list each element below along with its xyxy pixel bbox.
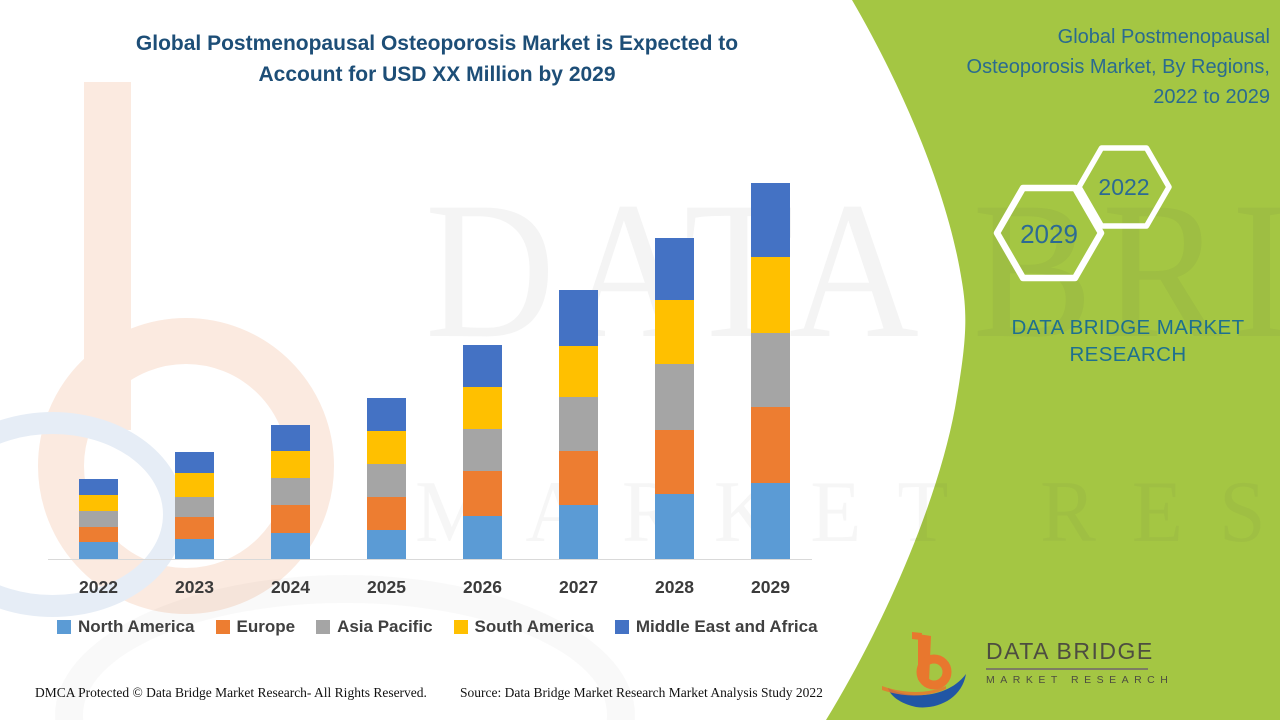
logo-title: DATA BRIDGE [986, 638, 1154, 664]
segment-south-america [175, 473, 214, 497]
segment-middle-east-and-africa [79, 479, 118, 495]
legend-label: Middle East and Africa [635, 617, 818, 636]
segment-europe [463, 471, 502, 516]
panel-title: Global Postmenopausal Osteoporosis Marke… [966, 26, 1270, 108]
stacked-bar-2023 [175, 452, 214, 559]
segment-asia-pacific [559, 397, 598, 451]
dmca-notice: DMCA Protected © Data Bridge Market Rese… [35, 685, 427, 700]
segment-south-america [271, 451, 310, 478]
stacked-bar-2028 [655, 238, 694, 559]
x-axis-label-2025: 2025 [367, 577, 406, 597]
segment-asia-pacific [655, 364, 694, 430]
legend-item-europe: Europe [215, 617, 296, 637]
segment-north-america [655, 494, 694, 559]
segment-south-america [367, 431, 406, 464]
segment-europe [175, 517, 214, 539]
segment-middle-east-and-africa [463, 345, 502, 387]
watermark-text-line2: MARKET RESEARCH [415, 464, 1280, 561]
segment-middle-east-and-africa [559, 290, 598, 346]
x-axis-label-2024: 2024 [271, 577, 310, 597]
segment-north-america [271, 533, 310, 559]
stacked-bar-2027 [559, 290, 598, 559]
x-axis-label-2027: 2027 [559, 577, 598, 597]
stacked-bar-2022 [79, 479, 118, 559]
segment-middle-east-and-africa [751, 183, 790, 257]
legend-item-south-america: South America [453, 617, 594, 637]
segment-middle-east-and-africa [175, 452, 214, 473]
segment-europe [751, 407, 790, 483]
segment-asia-pacific [367, 464, 406, 497]
legend-swatch-icon [215, 620, 230, 634]
chart-baseline [48, 559, 812, 560]
x-axis-label-2029: 2029 [751, 577, 790, 597]
hexagon-badges [993, 145, 1172, 282]
segment-europe [271, 505, 310, 533]
segment-europe [655, 430, 694, 494]
legend-swatch-icon [57, 620, 71, 634]
chart-legend: North America Europe Asia Pacific South Ame… [57, 617, 818, 637]
source-note: Source: Data Bridge Market Research Mark… [460, 685, 823, 700]
legend-swatch-icon [453, 620, 468, 634]
segment-europe [559, 451, 598, 505]
x-axis-label-2023: 2023 [175, 577, 214, 597]
segment-north-america [175, 539, 214, 559]
data-bridge-logo: DATA BRIDGE MARKET RESEARCH [882, 628, 1168, 710]
badge-year-2022: 2022 [1098, 174, 1150, 200]
logo-subtitle: MARKET RESEARCH [986, 674, 1174, 686]
segment-south-america [655, 300, 694, 364]
legend-label: Asia Pacific [337, 617, 433, 636]
segment-asia-pacific [271, 478, 310, 505]
legend-swatch-icon [316, 620, 331, 634]
legend-item-middle-east-and-africa: Middle East and Africa [614, 617, 818, 637]
legend-label: South America [474, 617, 594, 636]
data-bridge-logo-icon [882, 632, 966, 708]
stacked-bar-2029 [751, 183, 790, 559]
segment-middle-east-and-africa [367, 398, 406, 431]
segment-middle-east-and-africa [271, 425, 310, 451]
legend-swatch-icon [614, 620, 629, 634]
logo-underline [986, 668, 1148, 670]
segment-asia-pacific [79, 511, 118, 527]
x-axis-label-2028: 2028 [655, 577, 694, 597]
segment-europe [79, 527, 118, 542]
hexagon-2022 [1076, 145, 1172, 229]
page-title: Global Postmenopausal Osteoporosis Marke… [135, 32, 739, 86]
segment-south-america [463, 387, 502, 429]
segment-north-america [751, 483, 790, 559]
segment-asia-pacific [175, 497, 214, 517]
segment-middle-east-and-africa [655, 238, 694, 300]
legend-item-north-america: North America [57, 617, 195, 637]
stacked-bar-2026 [463, 345, 502, 559]
x-axis-label-2026: 2026 [463, 577, 502, 597]
hexagon-2029 [993, 184, 1105, 282]
segment-europe [367, 497, 406, 530]
brand-name-text: DATA BRIDGE MARKET RESEARCH [1011, 316, 1245, 366]
badge-year-2029: 2029 [1020, 219, 1078, 249]
segment-north-america [559, 505, 598, 559]
segment-north-america [79, 542, 118, 559]
segment-north-america [463, 516, 502, 559]
x-axis-label-2022: 2022 [79, 577, 118, 597]
legend-item-asia-pacific: Asia Pacific [316, 617, 433, 637]
segment-asia-pacific [751, 333, 790, 407]
stacked-bar-2024 [271, 425, 310, 559]
legend-label: Europe [236, 617, 296, 636]
segment-south-america [79, 495, 118, 511]
segment-south-america [559, 346, 598, 397]
segment-asia-pacific [463, 429, 502, 471]
segment-south-america [751, 257, 790, 333]
stacked-bar-2025 [367, 398, 406, 559]
segment-north-america [367, 530, 406, 559]
legend-label: North America [78, 617, 195, 636]
